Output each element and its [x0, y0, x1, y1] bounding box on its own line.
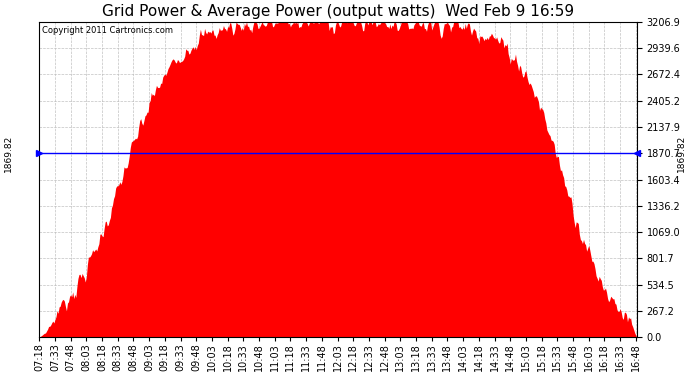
Text: 1869.82: 1869.82 [677, 135, 686, 172]
Text: Copyright 2011 Cartronics.com: Copyright 2011 Cartronics.com [42, 27, 173, 36]
Title: Grid Power & Average Power (output watts)  Wed Feb 9 16:59: Grid Power & Average Power (output watts… [102, 4, 574, 19]
Text: 1869.82: 1869.82 [4, 135, 13, 172]
